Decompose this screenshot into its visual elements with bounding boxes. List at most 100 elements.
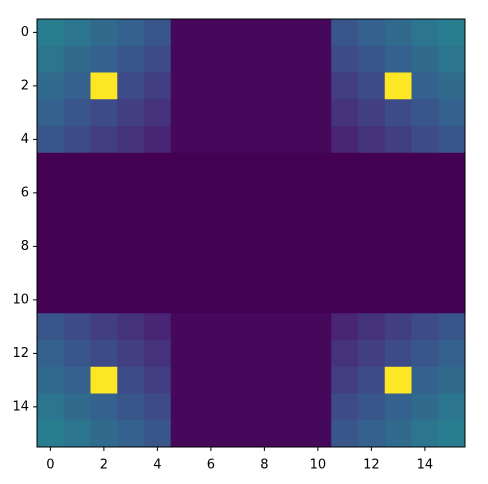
heatmap-cell: [37, 126, 65, 154]
heatmap-cell: [277, 206, 305, 234]
heatmap-cell: [144, 126, 172, 154]
heatmap-cell: [384, 366, 412, 394]
heatmap-cell: [277, 286, 305, 314]
heatmap-cell: [358, 179, 386, 207]
heatmap-cell: [224, 340, 252, 368]
heatmap-cell: [170, 126, 198, 154]
x-tick-label: 6: [207, 458, 215, 473]
heatmap-cell: [304, 152, 332, 180]
heatmap-cell: [438, 19, 466, 47]
y-tick-label: 12: [12, 346, 29, 361]
heatmap-cell: [277, 152, 305, 180]
heatmap-cell: [117, 19, 145, 47]
heatmap-cell: [277, 45, 305, 73]
heatmap-cell: [63, 259, 91, 287]
heatmap-cell: [197, 340, 225, 368]
heatmap-cell: [117, 259, 145, 287]
heatmap-cell: [224, 420, 252, 448]
heatmap-cell: [37, 393, 65, 421]
heatmap-cell: [331, 286, 359, 314]
heatmap-cell: [63, 126, 91, 154]
heatmap-cell: [90, 286, 118, 314]
heatmap-cell: [224, 313, 252, 341]
heatmap-cell: [384, 152, 412, 180]
heatmap-cell: [438, 152, 466, 180]
heatmap-cell: [117, 45, 145, 73]
heatmap-cell: [90, 179, 118, 207]
heatmap-cell: [144, 206, 172, 234]
heatmap-cell: [37, 259, 65, 287]
axes-frame: [36, 18, 466, 448]
heatmap-cell: [251, 179, 279, 207]
heatmap-cell: [331, 99, 359, 127]
heatmap-cell: [144, 99, 172, 127]
heatmap-cell: [304, 19, 332, 47]
heatmap-cell: [277, 366, 305, 394]
heatmap-cell: [224, 286, 252, 314]
heatmap-cell: [90, 206, 118, 234]
heatmap-cell: [358, 45, 386, 73]
heatmap-cell: [170, 19, 198, 47]
heatmap-cell: [384, 286, 412, 314]
heatmap-cell: [277, 72, 305, 100]
heatmap-cell: [37, 286, 65, 314]
heatmap-cell: [384, 19, 412, 47]
heatmap-cell: [63, 313, 91, 341]
heatmap-cell: [90, 152, 118, 180]
heatmap-cell: [90, 99, 118, 127]
heatmap-cell: [90, 259, 118, 287]
heatmap-cell: [197, 313, 225, 341]
heatmap-cell: [384, 313, 412, 341]
heatmap-cell: [197, 126, 225, 154]
heatmap-cell: [37, 233, 65, 261]
heatmap-cell: [117, 340, 145, 368]
x-tick-label: 12: [363, 458, 380, 473]
heatmap-cell: [384, 179, 412, 207]
heatmap-cell: [37, 19, 65, 47]
heatmap-cell: [63, 286, 91, 314]
heatmap-cell: [224, 233, 252, 261]
heatmap-cell: [331, 19, 359, 47]
heatmap-cell: [304, 126, 332, 154]
heatmap-cell: [144, 313, 172, 341]
heatmap-cell: [331, 393, 359, 421]
heatmap-cell: [358, 366, 386, 394]
heatmap-cell: [358, 340, 386, 368]
heatmap-cell: [144, 286, 172, 314]
heatmap-cell: [224, 393, 252, 421]
heatmap-cell: [411, 99, 439, 127]
heatmap-cell: [37, 99, 65, 127]
heatmap-cell: [277, 313, 305, 341]
heatmap-cell: [304, 259, 332, 287]
heatmap-cell: [90, 393, 118, 421]
heatmap-cell: [277, 179, 305, 207]
heatmap-cell: [224, 259, 252, 287]
heatmap-cell: [63, 99, 91, 127]
heatmap-cell: [304, 366, 332, 394]
y-tick-label: 0: [21, 25, 29, 40]
heatmap-cell: [170, 366, 198, 394]
heatmap-cell: [277, 19, 305, 47]
heatmap-cell: [197, 420, 225, 448]
heatmap-cell: [358, 420, 386, 448]
heatmap-cell: [384, 72, 412, 100]
heatmap-cell: [117, 393, 145, 421]
heatmap-cell: [438, 45, 466, 73]
heatmap-cell: [144, 340, 172, 368]
heatmap-cell: [251, 45, 279, 73]
heatmap-cell: [197, 45, 225, 73]
heatmap-cell: [331, 126, 359, 154]
heatmap-cell: [331, 152, 359, 180]
heatmap-cell: [197, 393, 225, 421]
heatmap-cell: [384, 393, 412, 421]
heatmap-cell: [144, 420, 172, 448]
heatmap-cell: [37, 179, 65, 207]
heatmap-cell: [277, 340, 305, 368]
heatmap-cell: [438, 179, 466, 207]
heatmap-cell: [224, 72, 252, 100]
heatmap-cell: [63, 366, 91, 394]
heatmap-cell: [411, 152, 439, 180]
heatmap-cell: [331, 366, 359, 394]
heatmap-cell: [63, 420, 91, 448]
x-tick-label: 10: [310, 458, 327, 473]
